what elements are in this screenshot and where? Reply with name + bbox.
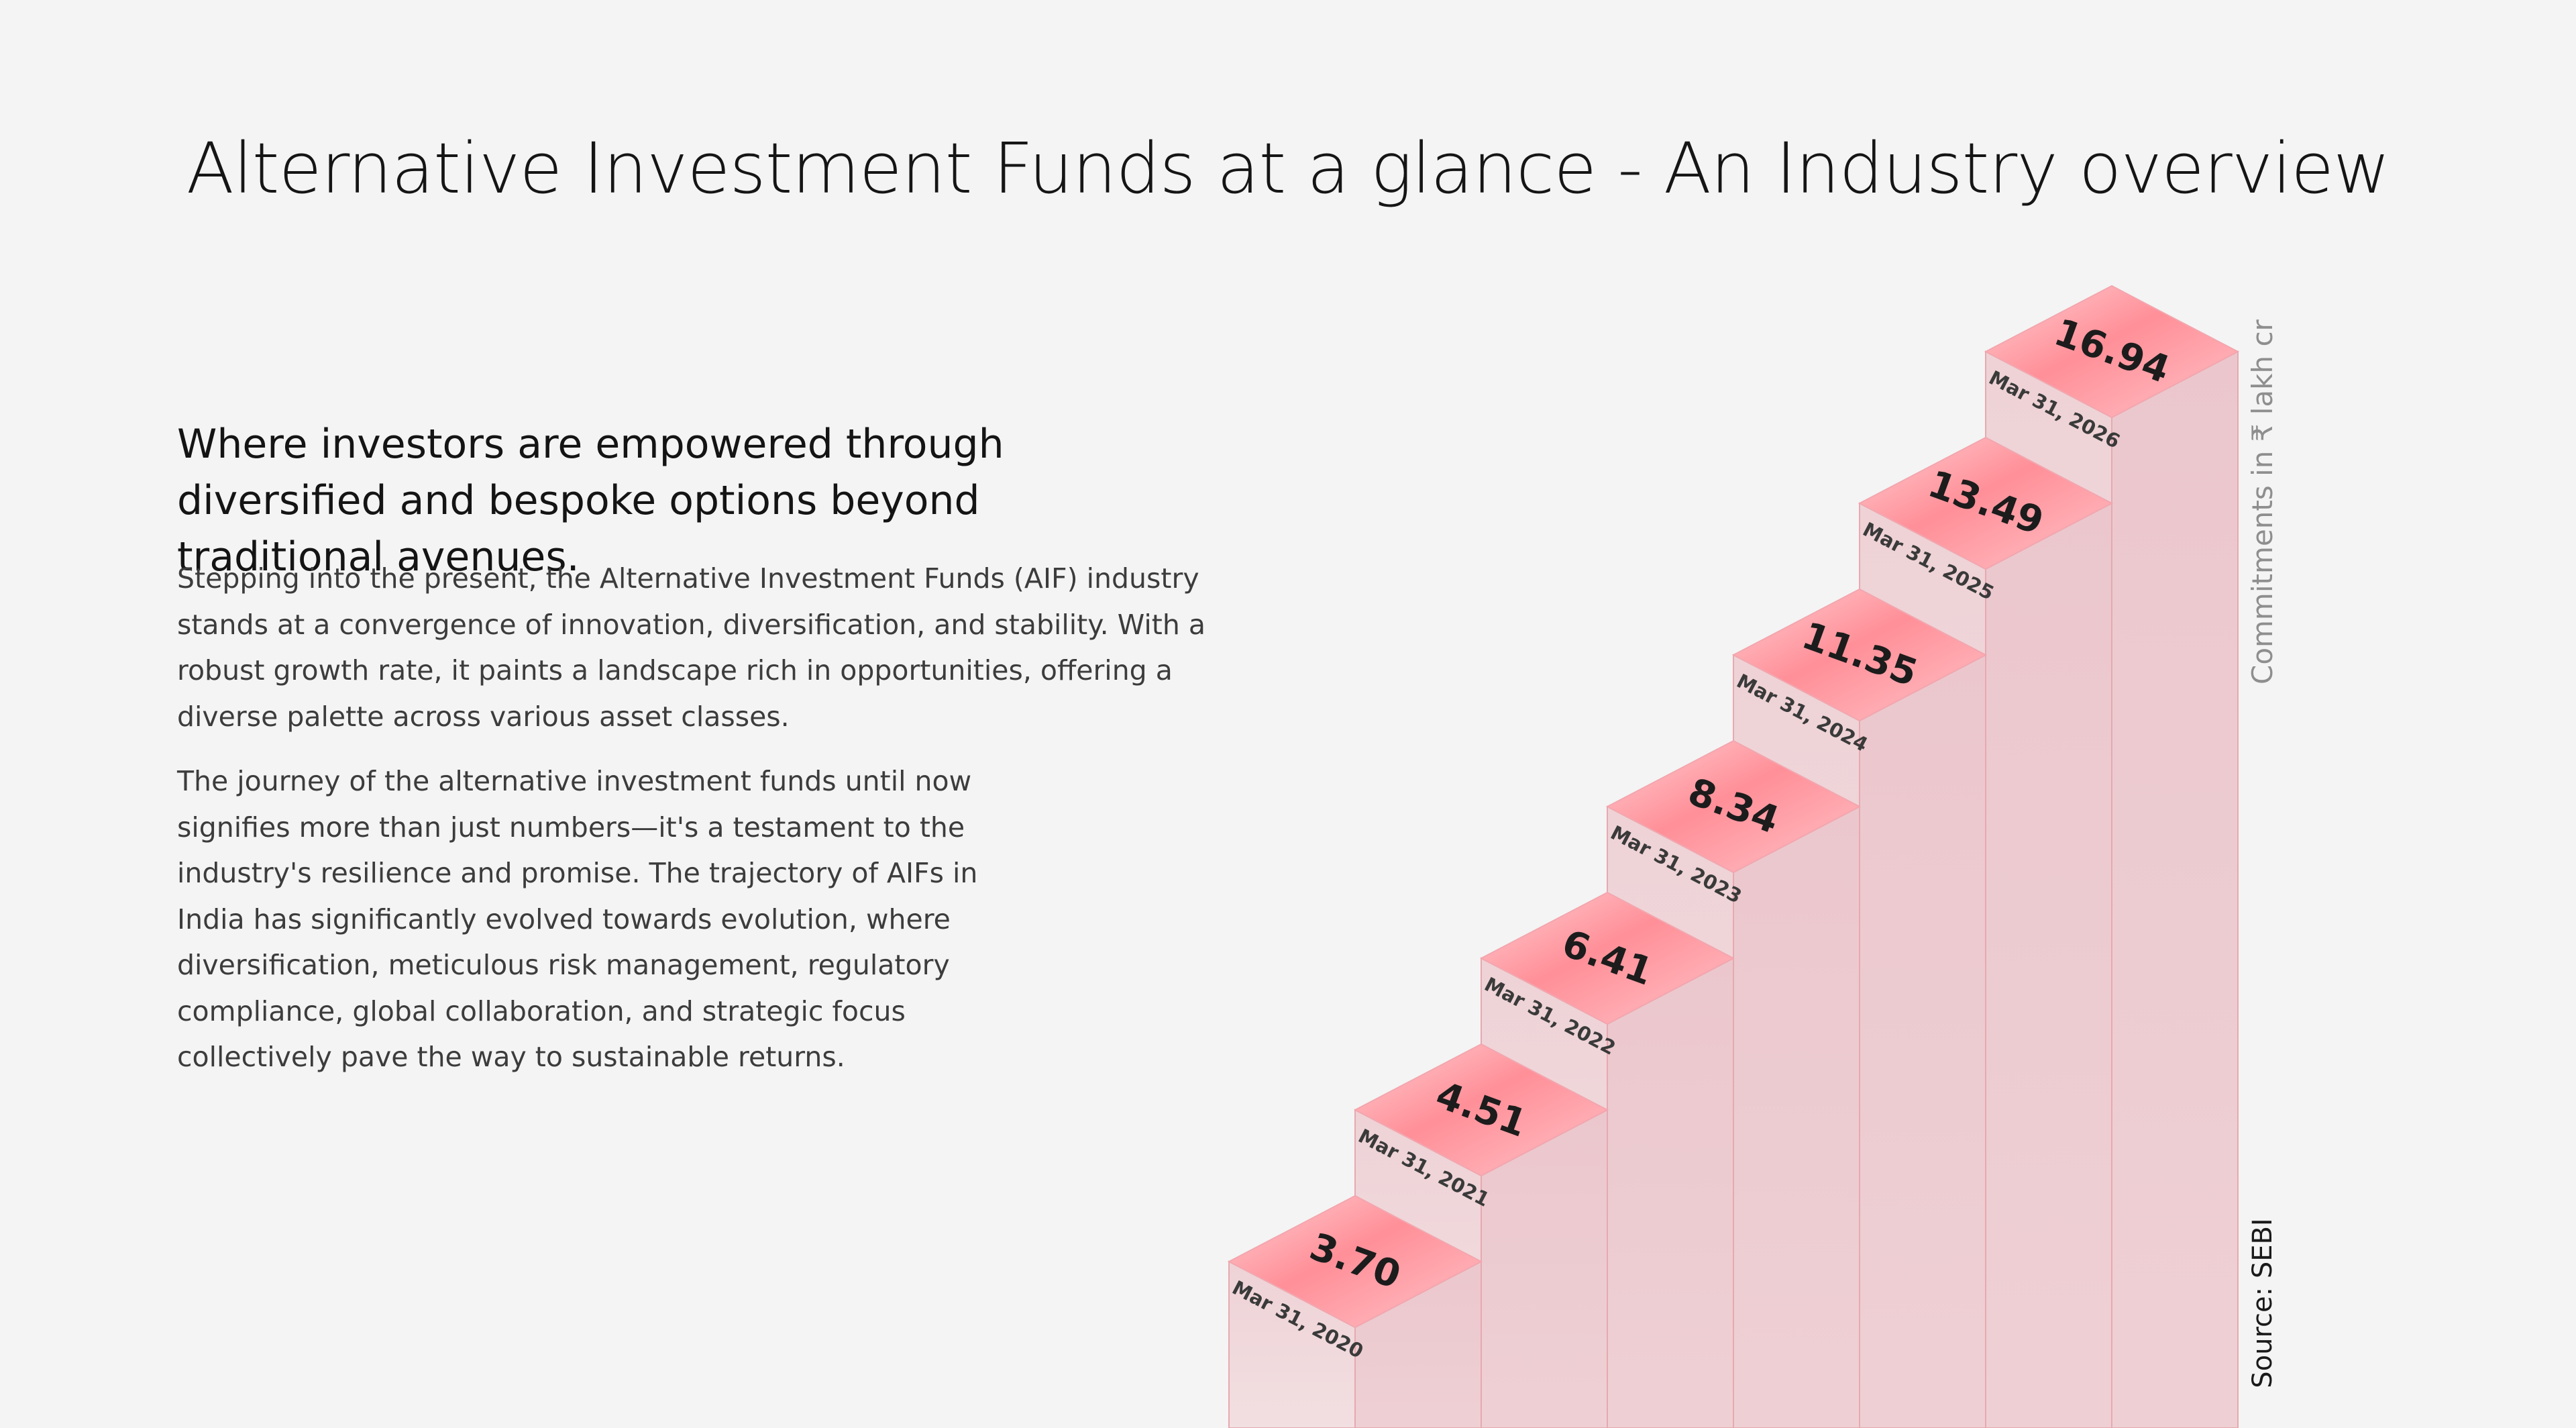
bar-side-face — [2111, 350, 2239, 1428]
bar-side-face — [1985, 502, 2112, 1428]
bar-top-face — [1353, 1043, 1609, 1177]
bar-side-face — [1733, 805, 1860, 1428]
journey-paragraph: The journey of the alternative investmen… — [177, 765, 978, 1073]
page-title: Alternative Investment Funds at a glance… — [186, 128, 2390, 209]
bar-top-face — [1227, 1194, 1483, 1329]
bar-top-face — [1605, 740, 1862, 874]
tagline: Where investors are empowered through di… — [177, 421, 1004, 580]
bar-top-face — [1984, 285, 2240, 419]
y-axis-label: Commitments in ₹ lakh cr — [2246, 319, 2279, 684]
bar-top-face — [1731, 588, 1988, 722]
bar-top-face — [1858, 436, 2114, 570]
bar-side-face — [1607, 957, 1734, 1428]
source-label: Source: SEBI — [2247, 1218, 2278, 1388]
intro-paragraph: Stepping into the present, the Alternati… — [177, 562, 1205, 733]
bar-side-face — [1859, 654, 1986, 1428]
bar-top-face — [1479, 891, 1735, 1025]
